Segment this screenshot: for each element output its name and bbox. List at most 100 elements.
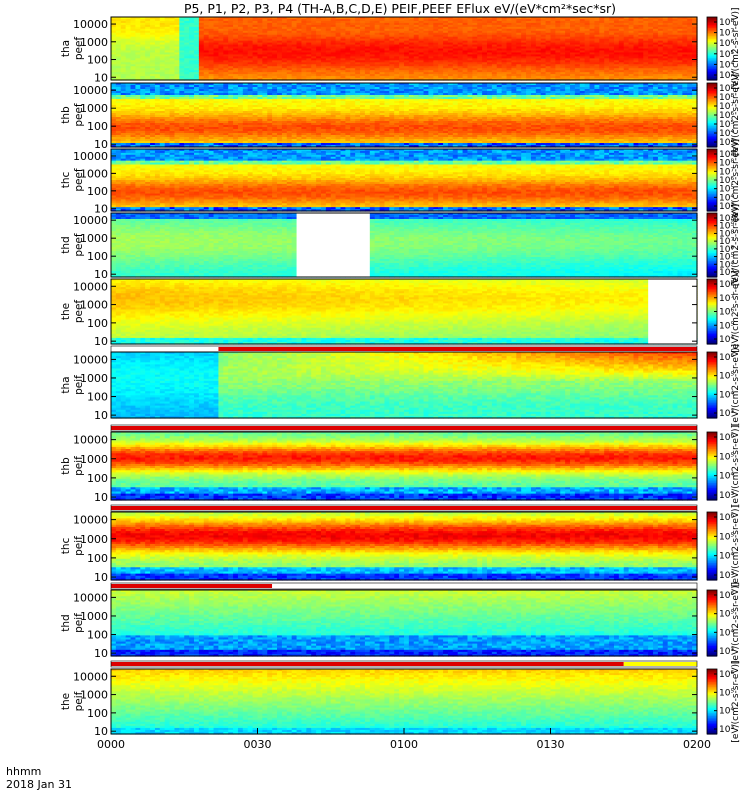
spectrogram-cells (111, 213, 698, 278)
panel-probe-label: thd (60, 614, 72, 631)
y-tick-label: 10000 (73, 150, 108, 163)
x-tick-label: 0130 (537, 738, 565, 751)
panel-product-label: peif (73, 456, 85, 476)
status-bar-segment (111, 662, 624, 666)
y-tick-label: 100 (87, 120, 108, 133)
panel-probe-label: thd (60, 236, 72, 253)
y-tick-label: 10 (94, 71, 108, 84)
status-bar-segment (111, 506, 697, 510)
y-tick-label: 100 (87, 54, 108, 67)
y-tick-label: 100 (87, 629, 108, 642)
y-tick-label: 100 (87, 185, 108, 198)
x-tick-label: 0000 (97, 738, 125, 751)
spectrogram-cells (111, 512, 698, 581)
y-tick-label: 10000 (73, 18, 108, 31)
y-tick-label: 10000 (73, 353, 108, 366)
status-bar-segment (624, 662, 697, 666)
status-bar-segment (111, 347, 218, 351)
spectrogram-cells (111, 279, 698, 345)
y-tick-label: 10 (94, 491, 108, 504)
spectrogram-cells (111, 432, 698, 501)
panel-probe-label: thb (60, 457, 72, 475)
status-bar-segment (111, 426, 697, 430)
y-tick-label: 10 (94, 647, 108, 660)
panel-product-label: peif (73, 375, 85, 395)
data-gap (648, 279, 697, 344)
panel-probe-label: the (60, 303, 72, 320)
status-bar-segment (218, 347, 697, 351)
y-tick-label: 10 (94, 725, 108, 738)
panel-product-label: peef (73, 37, 85, 61)
y-tick-label: 10000 (73, 434, 108, 447)
y-tick-label: 10000 (73, 670, 108, 683)
panel-probe-label: thc (60, 538, 72, 555)
panel-probe-label: tha (60, 376, 72, 393)
panel-product-label: peef (73, 103, 85, 127)
y-tick-label: 10000 (73, 280, 108, 293)
y-tick-label: 10000 (73, 514, 108, 527)
status-bar (111, 583, 697, 589)
panel-product-label: peef (73, 168, 85, 192)
status-bar-segment (111, 584, 272, 588)
time-axis-label: hhmm (6, 765, 41, 778)
colorbar-unit-label: [eV/(cm2-s-sr-eV)] (731, 425, 741, 507)
colorbar-unit-label: [eV/(cm2-s-sr-eV)] (731, 582, 741, 664)
figure-title: P5, P1, P2, P3, P4 (TH-A,B,C,D,E) PEIF,P… (184, 1, 616, 16)
x-tick-label: 0200 (683, 738, 711, 751)
y-tick-label: 100 (87, 317, 108, 330)
y-tick-label: 10 (94, 268, 108, 281)
spectrogram-cells (111, 352, 698, 419)
spectrogram-cells (111, 17, 698, 81)
colorbar-unit-label: [eV/(cm2-s-sr-eV)] (731, 505, 741, 587)
spectrogram-cells (111, 669, 698, 735)
spectrogram-cells (111, 149, 698, 212)
date-label: 2018 Jan 31 (6, 778, 72, 791)
colorbar-unit-label: [eV/(cm2-s-sr-eV)] (731, 344, 741, 426)
data-gap (297, 213, 370, 277)
y-tick-label: 10 (94, 409, 108, 422)
y-tick-label: 10000 (73, 214, 108, 227)
panel-product-label: peef (73, 233, 85, 257)
panel-product-label: peef (73, 300, 85, 324)
y-tick-label: 100 (87, 707, 108, 720)
y-tick-label: 100 (87, 472, 108, 485)
colorbar-unit-label: [eV/(cm2-s-sr-eV)] (731, 270, 741, 352)
panel-probe-label: the (60, 693, 72, 710)
panel-product-label: peif (73, 536, 85, 556)
status-bar (111, 425, 697, 431)
panel-probe-label: thc (60, 172, 72, 189)
status-bar (111, 346, 697, 352)
status-bar (111, 505, 697, 511)
x-tick-label: 0100 (390, 738, 418, 751)
spectrogram-cells (111, 83, 698, 148)
spectrogram-cells (111, 590, 698, 657)
panel-probe-label: tha (60, 40, 72, 57)
y-tick-label: 10000 (73, 591, 108, 604)
colorbar-unit-label: [eV/(cm2-s-sr-eV)] (731, 660, 741, 742)
panel-product-label: peif (73, 691, 85, 711)
y-tick-label: 100 (87, 250, 108, 263)
panel-probe-label: thb (60, 106, 72, 124)
y-tick-label: 10 (94, 571, 108, 584)
panel-product-label: peif (73, 613, 85, 633)
y-tick-label: 10 (94, 335, 108, 348)
y-tick-label: 100 (87, 391, 108, 404)
status-bar-segment (272, 584, 697, 588)
